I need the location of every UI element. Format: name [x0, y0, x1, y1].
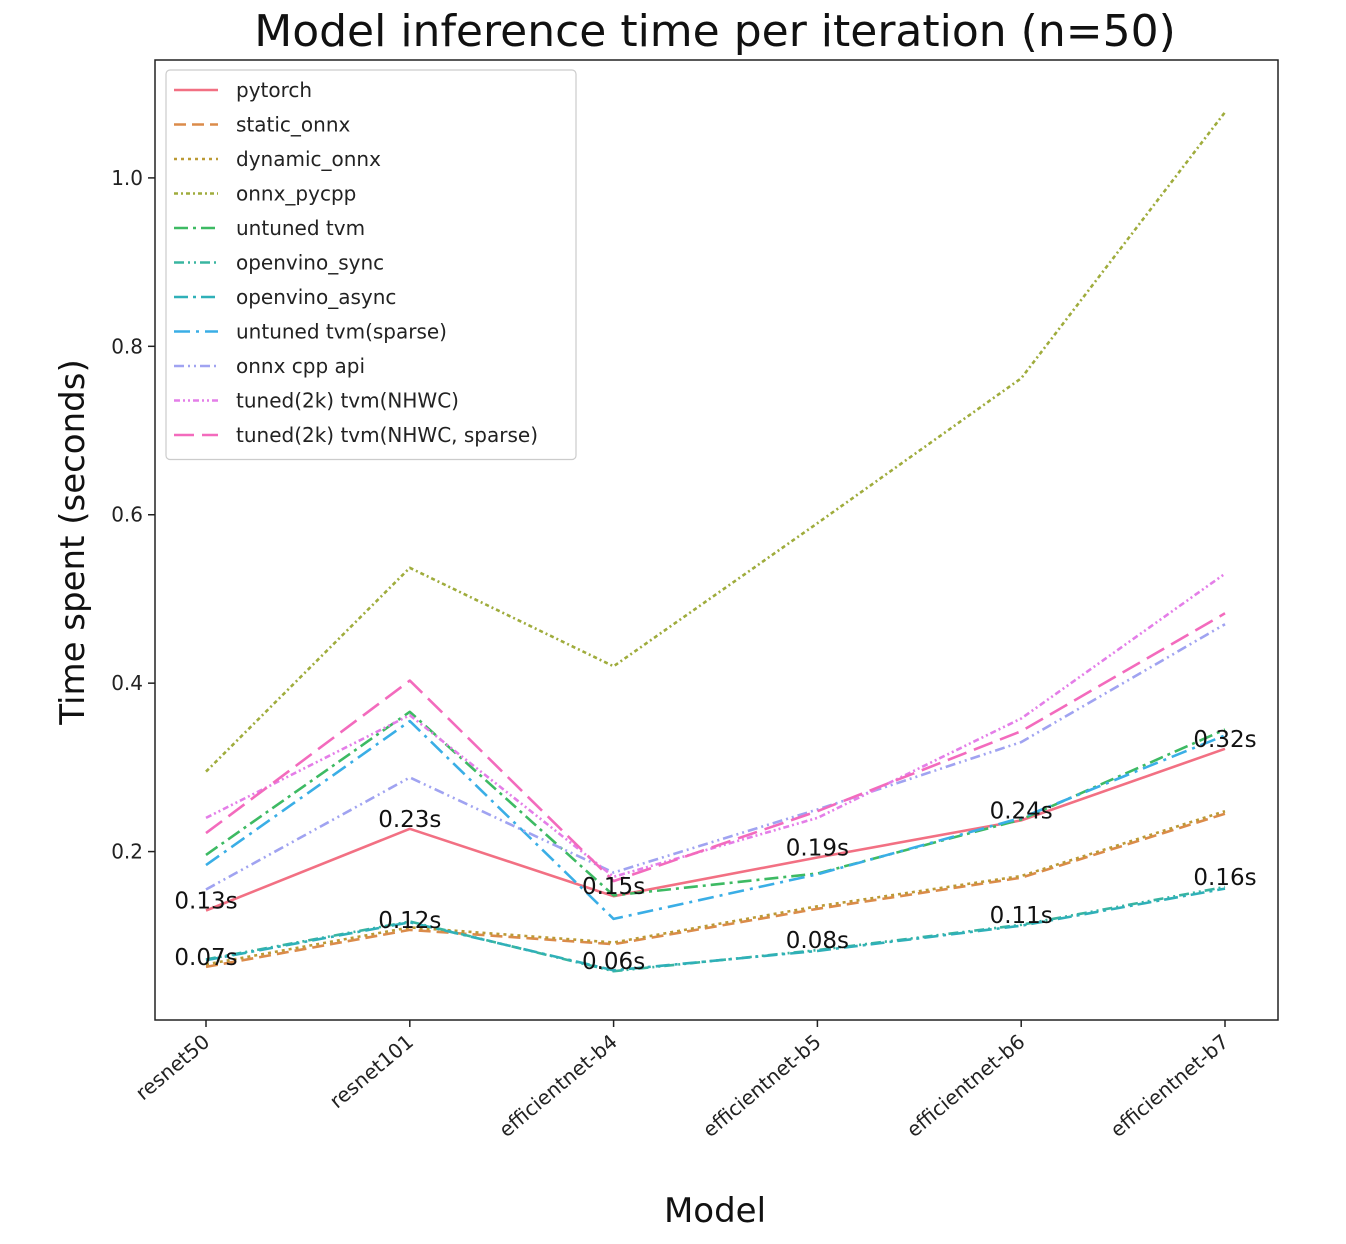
- legend-box: [165, 69, 577, 461]
- series-line-1: [205, 812, 1226, 969]
- legend-label: onnx_pycpp: [236, 182, 356, 206]
- data-label: 0.19s: [786, 835, 849, 861]
- series-line-7: [205, 719, 1226, 921]
- legend-label: tuned(2k) tvm(NHWC): [236, 389, 459, 413]
- data-labels: 0.13s 0.23s 0.15s 0.19s 0.24s 0.32s 0.07s 0.12s…: [174, 727, 1256, 975]
- y-tick-label: 0.2: [111, 840, 143, 864]
- y-tick-label: 0.8: [111, 334, 143, 358]
- data-label: 0.08s: [786, 928, 849, 954]
- legend-label: onnx cpp api: [236, 354, 365, 378]
- legend-label: dynamic_onnx: [236, 147, 381, 171]
- x-tick-label: efficientnet-b4: [494, 1029, 622, 1142]
- legend: pytorch static_onnx dynamic_onnx onnx_pycpp…: [165, 69, 577, 461]
- plot-area: [205, 111, 1227, 973]
- data-label: 0.24s: [990, 798, 1053, 824]
- data-label: 0.12s: [378, 908, 441, 934]
- series-line-4: [205, 710, 1226, 897]
- data-label: 0.32s: [1193, 727, 1256, 753]
- legend-label: static_onnx: [236, 113, 351, 137]
- data-label: 0.15s: [582, 874, 645, 900]
- series-line-8: [205, 623, 1226, 891]
- y-axis-label: Time spent (seconds): [53, 359, 93, 725]
- series-line-5: [205, 885, 1226, 973]
- series-line-6: [205, 887, 1226, 972]
- plot-frame: [154, 59, 1279, 1021]
- data-label: 0.16s: [1193, 865, 1256, 891]
- data-label: 0.11s: [990, 903, 1053, 929]
- y-tick-label: 0.6: [111, 503, 143, 527]
- chart-title: Model inference time per iteration (n=50…: [254, 6, 1176, 57]
- legend-label: tuned(2k) tvm(NHWC, sparse): [236, 423, 538, 447]
- series-line-0: [205, 747, 1226, 912]
- x-tick-label: resnet101: [325, 1029, 418, 1113]
- y-tick-label: 0.4: [111, 671, 143, 695]
- data-label: 0.13s: [174, 889, 237, 915]
- series-line-3: [205, 111, 1227, 773]
- data-label: 0.23s: [378, 807, 441, 833]
- x-tick-label: efficientnet-b5: [698, 1029, 826, 1142]
- y-tick-label: 1.0: [111, 166, 143, 190]
- legend-label: openvino_sync: [236, 251, 384, 275]
- series-line-10: [205, 612, 1226, 883]
- x-tick-label: resnet50: [131, 1029, 214, 1104]
- series-line-9: [205, 572, 1226, 879]
- x-axis-label: Model: [664, 1191, 766, 1231]
- legend-label: untuned tvm: [236, 216, 365, 240]
- data-label: 0.07s: [174, 945, 237, 971]
- data-label: 0.06s: [582, 949, 645, 975]
- legend-label: pytorch: [236, 78, 312, 102]
- series-line-2: [205, 809, 1226, 966]
- legend-label: untuned tvm(sparse): [236, 320, 447, 344]
- x-tick-label: efficientnet-b6: [902, 1029, 1030, 1142]
- legend-label: openvino_async: [236, 285, 396, 309]
- x-tick-label: efficientnet-b7: [1106, 1029, 1234, 1142]
